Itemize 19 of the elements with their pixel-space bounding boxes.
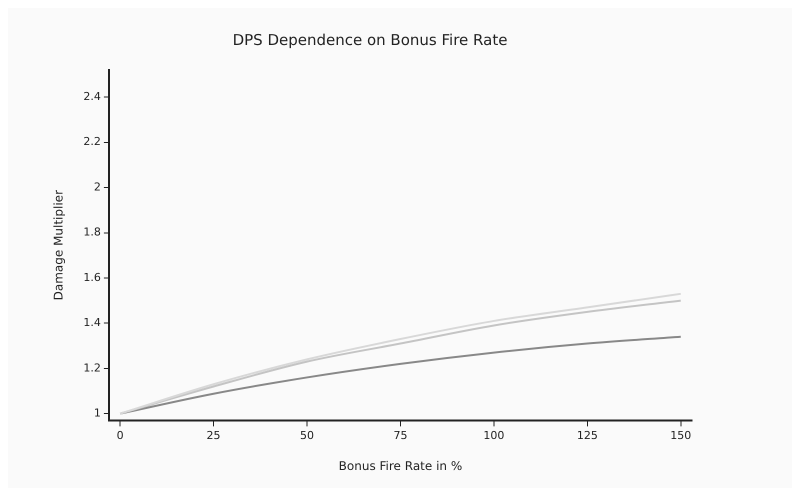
x-axis-title: Bonus Fire Rate in %: [338, 458, 462, 473]
line-series: [119, 336, 682, 415]
y-tick-label: 1.2: [83, 361, 101, 374]
chart-title: DPS Dependence on Bonus Fire Rate: [232, 30, 508, 49]
x-tick-label: 25: [206, 428, 221, 442]
y-tick-label: 1.8: [83, 226, 101, 239]
x-tick-label: 50: [300, 428, 314, 442]
x-tick-label: 75: [393, 428, 408, 442]
y-tick-label: 1.4: [83, 316, 101, 330]
y-tick-label: 2.2: [83, 135, 101, 148]
x-tick-label: 150: [670, 428, 692, 442]
y-tick-label: 1: [94, 406, 101, 420]
x-tick-label: 0: [116, 428, 124, 442]
y-tick-label: 1.6: [83, 270, 101, 284]
x-tick-label: 100: [483, 428, 504, 442]
y-tick-label: 2.4: [83, 90, 101, 103]
x-tick-label: 125: [576, 428, 598, 442]
y-tick-label: 2: [94, 180, 101, 194]
y-axis-title: Damage Multiplier: [51, 190, 66, 300]
